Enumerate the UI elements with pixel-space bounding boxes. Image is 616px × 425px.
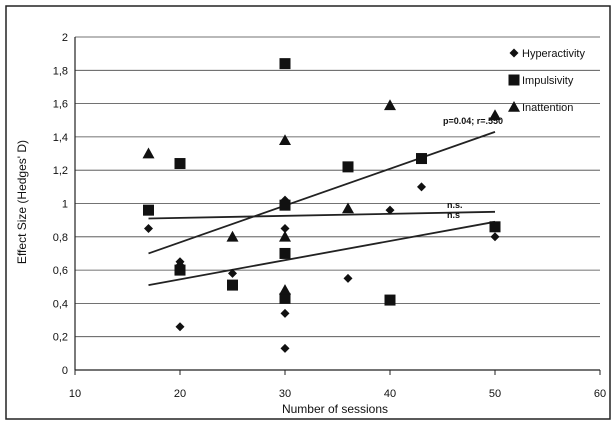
x-tick-label: 60 (594, 388, 606, 400)
y-tick-label: 0,2 (53, 332, 68, 344)
x-tick-label: 20 (174, 388, 186, 400)
y-axis-title: Effect Size (Hedges' D) (15, 140, 29, 264)
hyperactivity-point (417, 182, 426, 192)
impulsivity-point (174, 158, 186, 170)
x-tick-label: 30 (279, 388, 291, 400)
hyperactivity-point (144, 223, 153, 233)
inattention-point (279, 134, 291, 146)
impulsivity-point (279, 247, 291, 259)
trendline-label: n.s (447, 210, 460, 220)
data-points (142, 58, 501, 353)
y-tick-label: 0 (62, 365, 68, 377)
impulsivity-point (279, 292, 291, 304)
legend-label: Impulsivity (522, 75, 574, 87)
inattention-point (226, 230, 239, 242)
legend: Hyperactivity Impulsivity Inattention (508, 48, 585, 114)
inattention-point (489, 109, 501, 121)
impulsivity-point (384, 294, 396, 306)
impulsivity-point (416, 153, 427, 165)
y-tick-label: 0,8 (53, 232, 68, 244)
impulsivity-point (279, 199, 291, 211)
impulsivity-point (143, 204, 154, 216)
y-tick-label: 0,6 (53, 265, 68, 277)
hyperactivity-point (280, 223, 290, 233)
trendlines: p=0.04; r=.550 n.s.n.s (148, 116, 503, 286)
legend-label: Inattention (522, 102, 573, 114)
x-tick-labels: 10 20 30 40 50 60 (69, 388, 606, 400)
y-tick-label: 1,2 (53, 165, 68, 177)
hyperactivity-point (280, 343, 290, 353)
trendline (148, 131, 496, 255)
hyperactivity-point (175, 322, 185, 332)
y-tick-label: 1,4 (53, 132, 68, 144)
inattention-point (142, 147, 155, 159)
impulsivity-point (342, 161, 354, 173)
legend-marker-impulsivity (508, 74, 520, 86)
hyperactivity-point (343, 273, 353, 283)
y-tick-label: 1,8 (53, 65, 68, 77)
grid-lines (75, 36, 600, 338)
x-tick-label: 40 (384, 388, 396, 400)
hyperactivity-point (490, 232, 500, 242)
inattention-point (279, 284, 291, 295)
impulsivity-point (279, 58, 291, 70)
legend-marker-inattention (508, 101, 520, 112)
trendline-label: n.s. (447, 200, 463, 210)
trendline (148, 220, 496, 286)
hyperactivity-point (280, 308, 290, 318)
y-tick-label: 1,6 (53, 99, 68, 111)
x-tick-label: 10 (69, 388, 81, 400)
hyperactivity-point (385, 205, 395, 215)
legend-marker-hyperactivity (509, 48, 519, 58)
y-tick-label: 2 (62, 32, 68, 44)
chart-border (5, 5, 611, 420)
axes (74, 37, 601, 375)
trendline (148, 210, 496, 220)
x-axis-title: Number of sessions (282, 402, 388, 416)
inattention-point (384, 99, 396, 111)
y-tick-labels: 0 0,2 0,4 0,6 0,8 1 1,2 1,4 1,6 1,8 2 (53, 32, 68, 377)
trendline-label: p=0.04; r=.550 (443, 116, 503, 126)
x-tick-label: 50 (489, 388, 501, 400)
impulsivity-point (227, 279, 238, 291)
impulsivity-point (174, 264, 186, 276)
impulsivity-point (489, 221, 501, 233)
legend-label: Hyperactivity (522, 48, 585, 60)
y-tick-label: 0,4 (53, 298, 68, 310)
hyperactivity-point (228, 268, 237, 278)
inattention-point (279, 230, 291, 242)
y-tick-label: 1 (62, 199, 68, 211)
inattention-point (342, 202, 354, 214)
